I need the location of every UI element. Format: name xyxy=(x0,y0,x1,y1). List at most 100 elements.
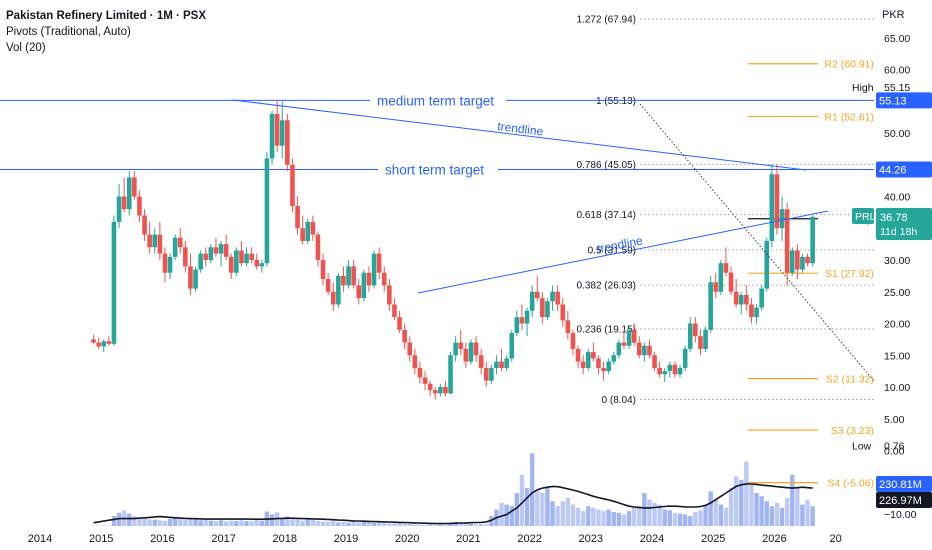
price-tick-label: 30.00 xyxy=(884,255,910,267)
volume-bar xyxy=(438,524,443,526)
candle-body xyxy=(162,253,168,273)
time-tick-label: 2020 xyxy=(395,533,419,545)
candle-body xyxy=(320,260,326,280)
volume-bar xyxy=(402,523,407,526)
volume-bar xyxy=(652,502,657,526)
candle-body xyxy=(779,209,785,229)
price-tick-label: 50.00 xyxy=(884,128,910,140)
volume-bar xyxy=(188,518,193,526)
volume-bar xyxy=(152,519,157,526)
price-tick-label: −10.00 xyxy=(884,509,917,521)
volume-indicator-label[interactable]: Vol (20) xyxy=(6,42,46,54)
price-tick-label: 65.00 xyxy=(884,33,910,45)
candle-body xyxy=(356,285,362,299)
price-tick-label: 60.00 xyxy=(884,65,910,77)
candle-body xyxy=(626,329,632,346)
volume-bar xyxy=(637,506,642,526)
candle-body xyxy=(534,291,540,299)
fib-level-label: 0 (8.04) xyxy=(602,395,636,406)
candle-body xyxy=(427,383,433,391)
time-tick-label: 2024 xyxy=(640,533,664,545)
volume-bar xyxy=(218,520,224,526)
volume-bar xyxy=(535,489,540,526)
candle-body xyxy=(137,196,142,216)
pivot-label: S1 (27.92) xyxy=(825,268,874,280)
low-value: 0.76 xyxy=(884,441,905,453)
candle-body xyxy=(290,164,295,207)
volume-bar xyxy=(162,521,168,526)
volume-bar xyxy=(172,516,178,526)
time-tick-label: 2026 xyxy=(762,533,786,545)
symbol-title[interactable]: Pakistan Refinery Limited · 1M · PSX xyxy=(6,10,207,22)
drawings[interactable]: medium term target short term target trend… xyxy=(232,91,881,389)
volume-bar xyxy=(346,522,351,526)
candle-body xyxy=(749,304,754,318)
volume-ma-tag-bg xyxy=(876,492,932,508)
candle-body xyxy=(703,329,708,349)
volume-bar xyxy=(183,519,188,526)
volume-ma-line xyxy=(93,483,813,525)
volume-bar xyxy=(300,520,305,526)
candle-body xyxy=(417,367,423,378)
volume-bar xyxy=(555,506,560,526)
volume-bar xyxy=(779,507,785,526)
candle-body xyxy=(662,371,668,375)
fib-level-label: 0.382 (26.03) xyxy=(577,281,637,292)
volume-bar xyxy=(733,476,739,526)
candle-body xyxy=(682,348,688,368)
candle-body xyxy=(392,304,397,318)
volume-bar xyxy=(616,512,622,526)
candle-body xyxy=(448,355,453,394)
currency-label: PKR xyxy=(882,9,905,21)
volume-bar xyxy=(784,497,790,526)
candle-body xyxy=(422,377,428,384)
volume-bar xyxy=(234,521,239,526)
fib-diagonal xyxy=(639,103,881,389)
candle-body xyxy=(616,342,622,356)
pivots-indicator-label[interactable]: Pivots (Traditional, Auto) xyxy=(6,26,131,38)
short-term-target-label: short term target xyxy=(385,162,484,177)
volume-bar xyxy=(473,524,479,526)
volume-bar xyxy=(167,519,173,526)
candle-body xyxy=(591,352,596,359)
volume-bar xyxy=(662,509,667,526)
volume-bar xyxy=(422,524,428,526)
candle-body xyxy=(693,323,698,337)
candle-body xyxy=(387,285,392,305)
time-tick-label: 20 xyxy=(829,533,841,545)
candle-body xyxy=(636,342,642,356)
candle-body xyxy=(397,317,402,330)
time-axis-background xyxy=(0,526,874,550)
volume-bar xyxy=(315,521,321,526)
volume-bar xyxy=(693,511,698,526)
volume-bar xyxy=(448,522,453,526)
candle-body xyxy=(687,323,693,349)
volume-bar xyxy=(356,522,361,526)
candle-body xyxy=(218,244,224,254)
candle-body xyxy=(116,196,122,222)
price-tick-label: 5.00 xyxy=(884,414,905,426)
candle-body xyxy=(228,256,234,273)
volume-bar xyxy=(575,507,581,526)
candle-body xyxy=(254,260,260,267)
volume-bar xyxy=(484,524,489,526)
volume-bar xyxy=(412,524,418,526)
candle-body xyxy=(795,250,800,270)
volume-bar xyxy=(325,521,331,526)
candle-body xyxy=(351,266,356,286)
volume-bar xyxy=(254,519,259,526)
candle-body xyxy=(361,272,367,299)
candle-body xyxy=(376,253,382,273)
candle-body xyxy=(285,120,290,165)
candle-body xyxy=(208,247,214,260)
time-tick-label: 2018 xyxy=(273,533,297,545)
volume-bar xyxy=(249,521,254,526)
time-tick-label: 2025 xyxy=(701,533,725,545)
price-axis-background xyxy=(874,0,932,550)
volume-bar xyxy=(647,499,652,526)
volume-bar xyxy=(642,493,647,526)
candle-body xyxy=(728,272,734,292)
